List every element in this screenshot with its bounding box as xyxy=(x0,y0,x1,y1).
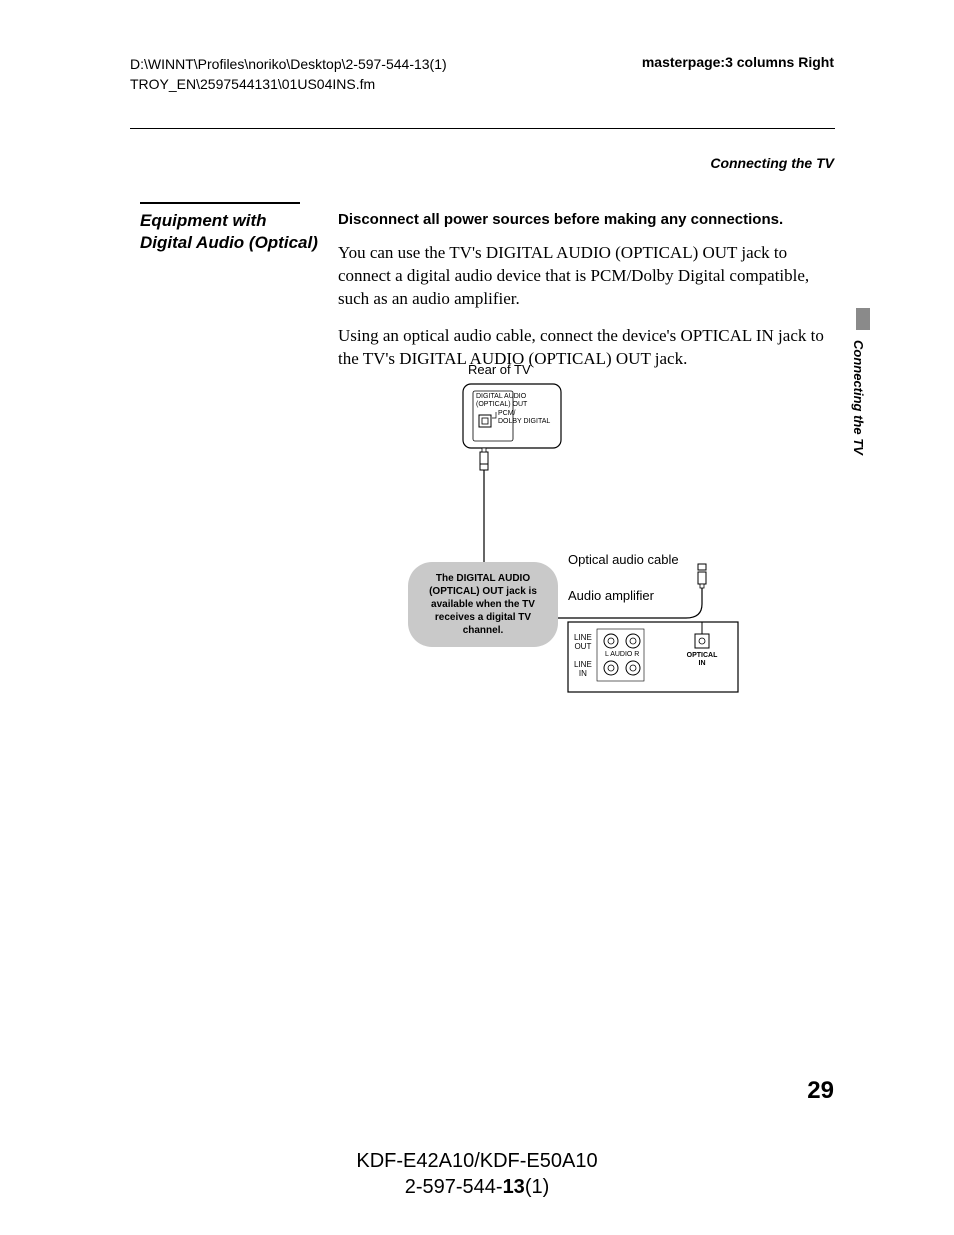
optical-in-l2: IN xyxy=(684,660,720,668)
top-rule xyxy=(130,128,835,129)
footer-doc-bold: 13 xyxy=(503,1176,525,1198)
cable-tip-bottom xyxy=(700,584,704,588)
line-in-label: LINE IN xyxy=(574,660,592,678)
footer-docnum: 2-597-544-13(1) xyxy=(0,1174,954,1200)
header-masterpage: masterpage:3 columns Right xyxy=(642,54,834,70)
section-heading-block: Equipment with Digital Audio (Optical) xyxy=(140,202,320,254)
tv-jack-label-l1: DIGITAL AUDIO xyxy=(476,393,526,401)
jack-bracket xyxy=(492,412,496,418)
rca-linein-r xyxy=(626,661,640,675)
side-tab-bar xyxy=(856,308,870,330)
connection-diagram: Rear of TV xyxy=(400,360,760,720)
tv-jack-label-l2: (OPTICAL) OUT xyxy=(476,401,527,409)
rca-lineout-r xyxy=(626,634,640,648)
header-path-line2: TROY_EN\2597544131\01US04INS.fm xyxy=(130,74,447,94)
header-path: D:\WINNT\Profiles\noriko\Desktop\2-597-5… xyxy=(130,54,447,94)
l-audio-r-label: L AUDIO R xyxy=(605,651,639,659)
cable-plug-bottom xyxy=(698,572,706,584)
cable-strain-bottom xyxy=(698,564,706,570)
amp-optical-jack xyxy=(695,634,709,648)
section-rule xyxy=(140,202,300,204)
body-column: Disconnect all power sources before maki… xyxy=(338,208,836,384)
tv-jack-sub-l1: PCM/ xyxy=(498,410,516,418)
warning-line: Disconnect all power sources before maki… xyxy=(338,208,836,231)
cable-strain-top xyxy=(480,464,488,470)
footer-doc-pre: 2-597-544- xyxy=(405,1176,503,1198)
footer-model: KDF-E42A10/KDF-E50A10 xyxy=(0,1148,954,1174)
optical-in-l1: OPTICAL xyxy=(684,652,720,660)
section-title: Equipment with Digital Audio (Optical) xyxy=(140,210,320,254)
cable-tip-top xyxy=(482,448,486,452)
cable-plug-top xyxy=(480,452,488,464)
optical-cable-label: Optical audio cable xyxy=(568,552,679,567)
tv-optical-jack-inner xyxy=(482,418,488,424)
side-tab-text: Connecting the TV xyxy=(851,340,866,455)
page: D:\WINNT\Profiles\noriko\Desktop\2-597-5… xyxy=(0,0,954,1235)
diagram-note: The DIGITAL AUDIO (OPTICAL) OUT jack is … xyxy=(408,562,558,647)
rca-lineout-l xyxy=(604,634,618,648)
header-path-line1: D:\WINNT\Profiles\noriko\Desktop\2-597-5… xyxy=(130,54,447,74)
body-paragraph-1: You can use the TV's DIGITAL AUDIO (OPTI… xyxy=(338,241,836,310)
footer: KDF-E42A10/KDF-E50A10 2-597-544-13(1) xyxy=(0,1148,954,1200)
line-out-label: LINE OUT xyxy=(574,633,592,651)
tv-jack-sub-l2: DOLBY DIGITAL xyxy=(498,418,550,426)
rca-linein-l xyxy=(604,661,618,675)
audio-amplifier-label: Audio amplifier xyxy=(568,588,654,603)
footer-doc-post: (1) xyxy=(525,1176,549,1198)
page-number: 29 xyxy=(807,1077,834,1105)
running-header: Connecting the TV xyxy=(710,155,834,171)
